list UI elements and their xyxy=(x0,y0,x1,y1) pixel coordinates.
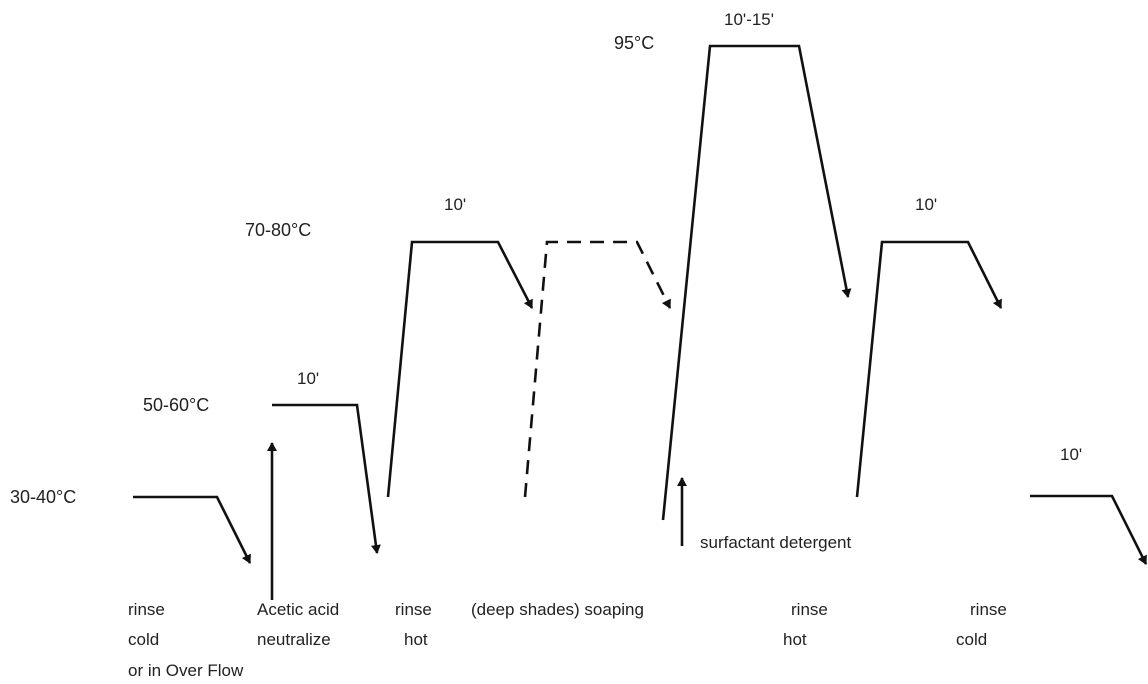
profile-segment-rinse-hot xyxy=(386,240,534,498)
step-label-2-line1: Acetic acid xyxy=(257,600,339,619)
step-label-2-line2: neutralize xyxy=(257,630,331,649)
temp-label-70-80: 70-80°C xyxy=(245,220,311,240)
step-label-5-line1: rinse xyxy=(791,600,828,619)
step-label-6-line2: cold xyxy=(956,630,987,649)
step-label-4-line1: (deep shades) soaping xyxy=(471,600,644,619)
step-label-3-line1: rinse xyxy=(395,600,432,619)
temp-label-30-40: 30-40°C xyxy=(10,487,76,507)
duration-label-1: 10' xyxy=(297,369,319,388)
duration-label-2: 10' xyxy=(444,195,466,214)
step-label-5-line2: hot xyxy=(783,630,807,649)
step-label-1-line3: or in Over Flow xyxy=(128,661,244,680)
profile-segment-soaping xyxy=(661,44,852,521)
temp-label-95: 95°C xyxy=(614,33,654,53)
profile-segment-deep-shades xyxy=(523,240,672,498)
profile-segment-rinse-cold-2 xyxy=(1030,494,1148,565)
duration-label-4: 10' xyxy=(915,195,937,214)
temp-label-50-60: 50-60°C xyxy=(143,395,209,415)
duration-label-3: 10'-15' xyxy=(724,10,774,29)
profile-segment-rinse-hot-2 xyxy=(855,240,1003,498)
step-label-6-line1: rinse xyxy=(970,600,1007,619)
step-label-1-line2: cold xyxy=(128,630,159,649)
duration-label-5: 10' xyxy=(1060,445,1082,464)
profile-segment-rinse-cold xyxy=(133,495,252,564)
profile-segment-neutralize xyxy=(272,403,381,554)
step-label-1-line1: rinse xyxy=(128,600,165,619)
step-label-3-line2: hot xyxy=(404,630,428,649)
surfactant-label: surfactant detergent xyxy=(700,533,851,552)
